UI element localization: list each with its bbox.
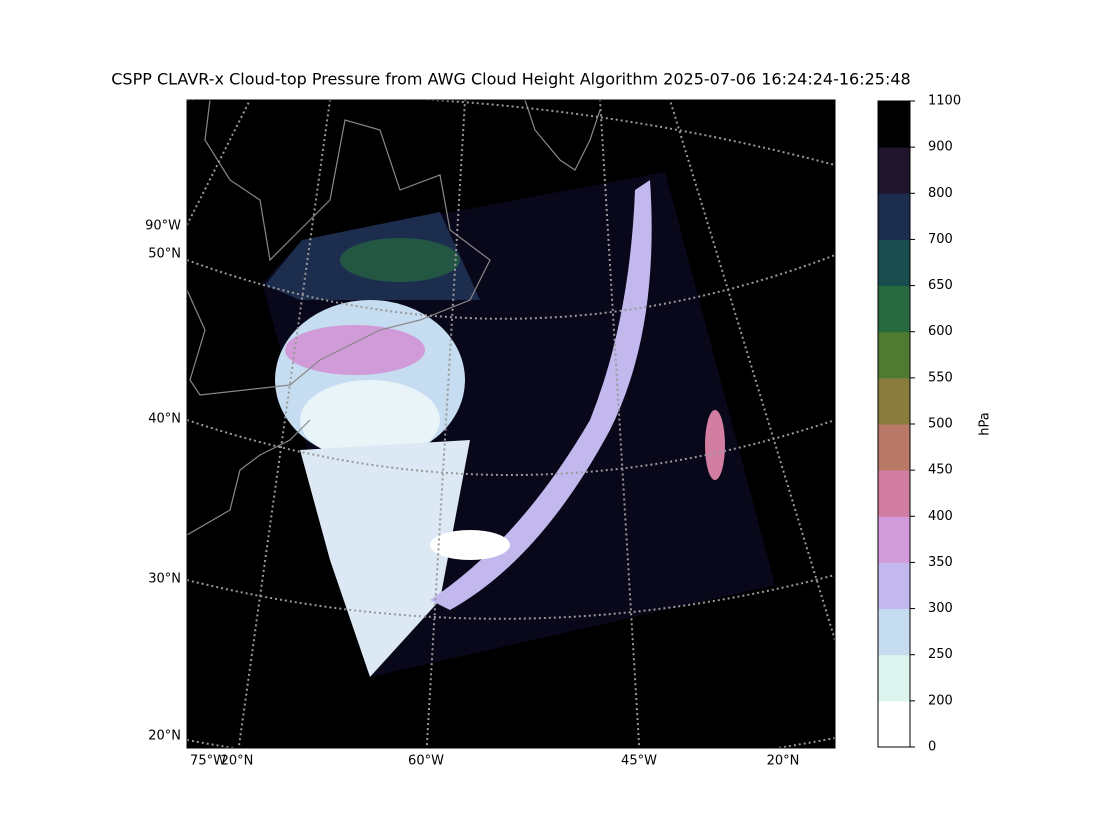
colorbar-segment <box>878 377 910 425</box>
map-frame <box>186 99 836 749</box>
colorbar-segment <box>878 239 910 287</box>
cloud-high <box>430 530 510 560</box>
lon-label: 20°N <box>221 754 254 769</box>
colorbar-segment <box>878 147 910 194</box>
colorbar-tick-label: 250 <box>928 647 953 662</box>
colorbar-segment <box>878 285 910 333</box>
colorbar-segment <box>878 470 910 517</box>
colorbar-segment <box>878 331 910 379</box>
coastline <box>187 100 491 396</box>
title: CSPP CLAVR-x Cloud-top Pressure from AWG… <box>111 70 910 89</box>
meridian <box>237 100 331 748</box>
lat-label: 20°N <box>148 729 181 744</box>
colorbar-tick-label: 650 <box>928 278 953 293</box>
colorbar-tick-label: 600 <box>928 324 953 339</box>
colorbar-segment <box>878 101 910 148</box>
cloud-high <box>300 380 440 460</box>
colorbar-segment <box>878 608 910 656</box>
lon-label: 60°W <box>408 754 444 769</box>
lat-label: 30°N <box>148 572 181 587</box>
cloud-high <box>705 410 725 480</box>
colorbar-tick-label: 1100 <box>928 94 961 109</box>
cloud-high <box>285 325 425 375</box>
lat-label: 40°N <box>148 412 181 427</box>
meridian <box>599 100 641 748</box>
colorbar-tick-label: 400 <box>928 509 953 524</box>
coastline <box>524 100 601 171</box>
meridian <box>425 100 466 748</box>
colorbar-tick-label: 350 <box>928 555 953 570</box>
meridian <box>187 100 251 226</box>
colorbar-tick-label: 700 <box>928 232 953 247</box>
colorbar-segment <box>878 516 910 563</box>
meridian <box>669 100 835 641</box>
colorbar-tick-label: 300 <box>928 601 953 616</box>
colorbar-segment <box>878 562 910 610</box>
colorbar-tick-label: 500 <box>928 417 953 432</box>
cloud-mid <box>340 238 460 282</box>
lat-label: 90°W <box>145 219 181 234</box>
colorbar-tick-label: 0 <box>928 740 936 755</box>
parallel <box>187 574 835 620</box>
colorbar-segment <box>878 700 910 748</box>
colorbar-label: hPa <box>978 412 993 435</box>
colorbar-tick-label: 800 <box>928 186 953 201</box>
lon-label: 45°W <box>621 754 657 769</box>
lat-label: 50°N <box>148 247 181 262</box>
map <box>187 100 835 748</box>
coastline <box>187 419 311 536</box>
colorbar-segment <box>878 193 910 240</box>
colorbar-tick-label: 200 <box>928 693 953 708</box>
colorbar-tick-label: 900 <box>928 140 953 155</box>
lon-label: 75°W <box>190 754 226 769</box>
cloud-high <box>300 440 470 677</box>
parallel <box>187 254 835 320</box>
cloud-band <box>430 180 652 610</box>
lon-label: 20°N <box>767 754 800 769</box>
colorbar-tick-label: 550 <box>928 370 953 385</box>
colorbar-tick-label: 450 <box>928 463 953 478</box>
colorbar-segment <box>878 424 910 471</box>
colorbar-segment <box>878 654 910 702</box>
